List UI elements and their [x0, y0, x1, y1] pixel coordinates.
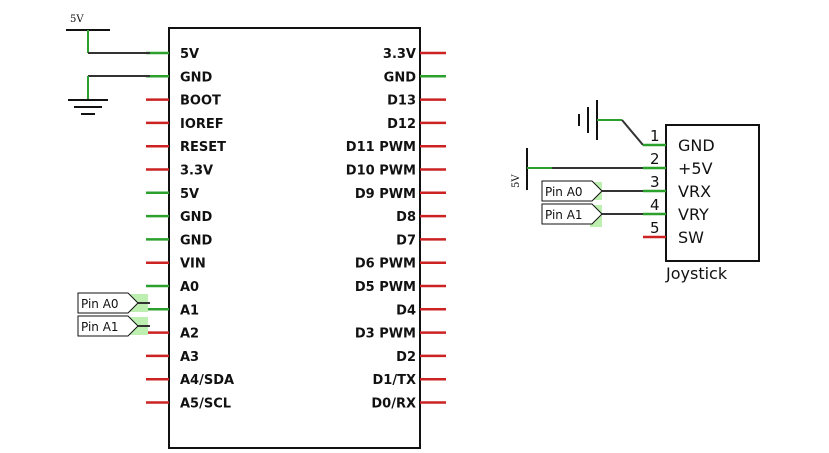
pin-label: GND [180, 233, 213, 248]
pin-label: D3 PWM [355, 327, 416, 342]
joystick-pin-number: 2 [650, 150, 660, 168]
arduino-left-pin: A4/SDA [146, 373, 234, 388]
pin-label: 3.3V [383, 47, 416, 62]
svg-text:Pin A0: Pin A0 [545, 185, 583, 199]
arduino-right-pin: D5 PWM [355, 280, 446, 295]
arduino-left-pin: A2 [146, 327, 199, 342]
arduino-left-pin: A3 [146, 350, 199, 365]
arduino-left-pin: IOREF [146, 117, 224, 132]
joystick-pin-name: +5V [678, 159, 713, 178]
joystick-power-5v-symbol: 5V [511, 148, 643, 190]
pin-label: D1/TX [373, 373, 416, 388]
pin-label: D10 PWM [346, 164, 416, 179]
arduino-left-pin: A1 [146, 303, 199, 318]
joystick-pin-name: GND [678, 136, 715, 155]
pin-label: GND [384, 70, 417, 85]
joystick-pin-number: 4 [650, 196, 660, 214]
pin-label: D6 PWM [355, 257, 416, 272]
arduino-right-pins: 3.3V GND D13 D12 D11 PWM D10 PWM D9 PWM D8 D7 D6 … [346, 47, 446, 412]
pin-label: VIN [180, 257, 206, 272]
arduino-left-pins: 5V GND BOOT IOREF RESET 3.3V 5V GND GND VIN A0 A1 A2… [146, 47, 234, 412]
arduino-left-pin: RESET [146, 140, 226, 155]
pin-label: GND [180, 210, 213, 225]
arduino-left-pin: BOOT [146, 94, 221, 109]
pin-label: D7 [396, 233, 416, 248]
ground-symbol [68, 75, 150, 115]
joystick-body [665, 124, 760, 262]
arduino-right-pin: D12 [387, 117, 446, 132]
arduino-left-pin: GND [146, 233, 213, 248]
joystick-pin-number: 3 [650, 173, 660, 191]
svg-text:Pin A1: Pin A1 [81, 320, 119, 334]
pin-label: A5/SCL [180, 397, 231, 412]
arduino-right-pin: D9 PWM [355, 187, 446, 202]
svg-text:Pin A1: Pin A1 [545, 208, 583, 222]
svg-text:Pin A0: Pin A0 [81, 297, 119, 311]
arduino-left-pin: A5/SCL [146, 397, 231, 412]
arduino-left-pin: 3.3V [146, 164, 213, 179]
arduino-right-pin: 3.3V [383, 47, 446, 62]
pin-label: A0 [180, 280, 199, 295]
pin-label: D13 [387, 94, 416, 109]
pin-label: A4/SDA [180, 373, 234, 388]
joystick-pin-name: VRX [678, 182, 711, 201]
joystick-ground-symbol [578, 100, 644, 146]
arduino-right-pin: D8 [396, 210, 446, 225]
arduino-right-pin: D4 [396, 303, 446, 318]
pin-label: D4 [396, 303, 416, 318]
pin-label: D9 PWM [355, 187, 416, 202]
joystick-power-5v-label: 5V [511, 174, 522, 188]
arduino-right-pin: D10 PWM [346, 164, 446, 179]
arduino-body [168, 27, 421, 449]
net-label-pin-a0-joystick: Pin A0 [541, 180, 643, 202]
joystick-pin-number: 1 [650, 127, 660, 145]
pin-label: A1 [180, 303, 199, 318]
pin-label: 5V [180, 47, 199, 62]
joystick-pin: 3 VRX [643, 173, 711, 201]
arduino-right-pin: D1/TX [373, 373, 446, 388]
arduino-left-pin: A0 [146, 280, 199, 295]
joystick-pin: 5 SW [643, 219, 704, 247]
pin-label: A3 [180, 350, 199, 365]
joystick-pin-name: SW [678, 228, 704, 247]
arduino-left-pin: VIN [146, 257, 206, 272]
joystick-title: Joystick [665, 264, 728, 283]
arduino-left-pin: GND [146, 210, 213, 225]
pin-label: D8 [396, 210, 416, 225]
pin-label: D12 [387, 117, 416, 132]
joystick-pin-name: VRY [678, 205, 709, 224]
arduino-left-pin: GND [146, 70, 213, 85]
net-label-pin-a1-left: Pin A1 [77, 315, 150, 337]
pin-label: IOREF [180, 117, 224, 132]
joystick-pins: 1 GND 2 +5V 3 VRX 4 VRY 5 SW [643, 127, 715, 247]
pin-label: A2 [180, 327, 199, 342]
pin-label: 5V [180, 187, 199, 202]
pin-label: D0/RX [371, 397, 416, 412]
pin-label: 3.3V [180, 164, 213, 179]
power-5v-symbol: 5V [66, 14, 150, 54]
joystick-pin-number: 5 [650, 219, 660, 237]
arduino-right-pin: D7 [396, 233, 446, 248]
joystick-pin: 4 VRY [643, 196, 709, 224]
pin-label: D5 PWM [355, 280, 416, 295]
joystick-pin: 2 +5V [643, 150, 713, 178]
arduino-left-pin: 5V [146, 187, 199, 202]
arduino-right-pin: D13 [387, 94, 446, 109]
net-label-pin-a1-joystick: Pin A1 [541, 203, 643, 227]
joystick-pin: 1 GND [643, 127, 715, 155]
pin-label: D11 PWM [346, 140, 416, 155]
arduino-right-pin: GND [384, 70, 446, 85]
pin-label: BOOT [180, 94, 221, 109]
pin-label: RESET [180, 140, 226, 155]
pin-label: D2 [396, 350, 416, 365]
pin-label: GND [180, 70, 213, 85]
net-label-pin-a0-left: Pin A0 [77, 292, 150, 314]
arduino-right-pin: D11 PWM [346, 140, 446, 155]
power-5v-label: 5V [70, 14, 84, 25]
arduino-right-pin: D0/RX [371, 397, 446, 412]
arduino-right-pin: D6 PWM [355, 257, 446, 272]
arduino-right-pin: D3 PWM [355, 327, 446, 342]
arduino-right-pin: D2 [396, 350, 446, 365]
